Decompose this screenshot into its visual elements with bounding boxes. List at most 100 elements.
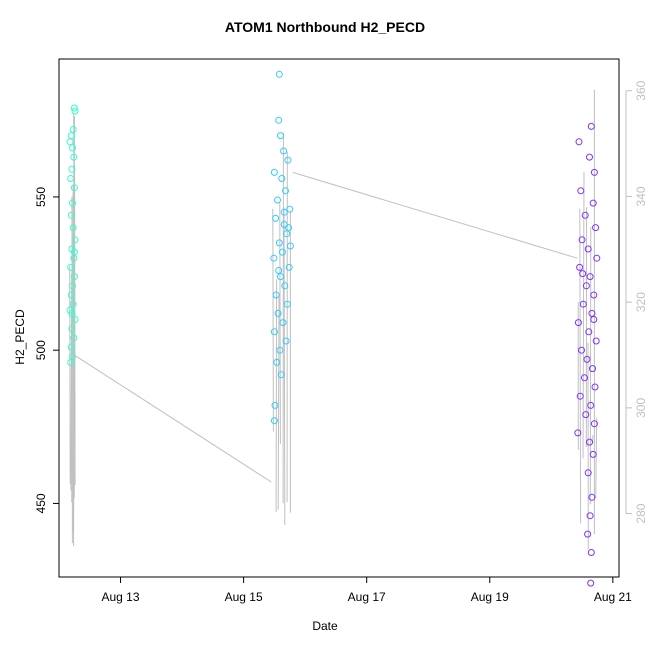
y-left-axis: 450 500 550	[34, 187, 59, 513]
x-tick-label-5: Aug 21	[594, 590, 632, 604]
trace-line-3-6	[589, 226, 592, 505]
data-point-2-1	[275, 70, 283, 78]
y-right-tick-label-5: 360	[634, 80, 648, 100]
data-point-2-21	[283, 300, 291, 308]
data-point-3-27	[587, 401, 595, 409]
data-point-1-3	[69, 126, 77, 133]
data-point-1-24	[68, 325, 76, 333]
plot-frame	[58, 58, 620, 578]
chart-title: ATOM1 Northbound H2_PECD	[224, 19, 426, 35]
data-point-2-33	[280, 208, 288, 216]
x-tick-label-4: Aug 19	[471, 590, 509, 604]
data-point-2-19	[281, 282, 289, 290]
data-point-2-14	[275, 239, 283, 247]
data-point-2-26	[276, 346, 284, 354]
data-point-1-21	[69, 300, 77, 308]
data-point-2-25	[282, 337, 290, 345]
data-point-1-17	[67, 263, 75, 271]
data-point-3-10	[584, 245, 592, 253]
data-point-2-34	[275, 267, 283, 274]
data-point-3-13	[586, 273, 594, 281]
data-point-1-28	[67, 358, 75, 366]
data-point-1-14	[71, 236, 79, 244]
points-layer	[66, 70, 601, 587]
x-tick-label-2: Aug 15	[225, 590, 263, 604]
data-point-3-20	[592, 337, 600, 345]
data-point-3-37	[587, 549, 595, 556]
y-right-tick-label-2: 300	[634, 398, 648, 418]
trace-line-2-1	[272, 208, 274, 432]
data-point-2-22	[274, 309, 282, 317]
x-axis-label: Date	[312, 619, 338, 633]
data-point-1-8	[68, 165, 76, 173]
data-point-3-38	[587, 579, 595, 587]
y-right-tick-label-4: 340	[634, 186, 648, 206]
data-point-2-5	[284, 156, 292, 164]
data-point-2-6	[270, 168, 278, 176]
x-axis: Aug 13 Aug 15 Aug 17 Aug 19 Aug 21	[102, 577, 632, 604]
data-point-2-23	[279, 319, 287, 327]
data-point-3-11	[593, 254, 601, 262]
data-point-1-12	[67, 211, 75, 219]
data-point-3-6	[589, 199, 597, 207]
trace-line-1-8	[74, 164, 76, 486]
data-point-2-18	[277, 273, 284, 281]
y-right-axis: 280 300 320 340 360	[625, 80, 648, 524]
data-point-1-26	[67, 343, 75, 351]
data-point-3-25	[591, 383, 599, 391]
data-point-2-30	[270, 417, 278, 425]
data-point-3-22	[583, 355, 591, 363]
data-point-3-30	[574, 429, 582, 437]
trace-line-1-1	[69, 266, 71, 484]
data-point-1-19	[69, 282, 76, 290]
data-point-3-28	[582, 411, 590, 419]
data-point-3-31	[586, 438, 593, 446]
data-point-1-25	[70, 334, 78, 342]
line-layer	[69, 89, 598, 550]
data-point-2-7	[278, 175, 286, 182]
y-left-tick-label-3: 550	[34, 187, 48, 207]
data-point-2-28	[277, 371, 285, 379]
data-point-3-34	[588, 493, 596, 501]
data-point-3-24	[581, 374, 588, 382]
data-point-3-2	[575, 138, 583, 146]
data-point-2-10	[286, 205, 294, 213]
x-tick-label-3: Aug 17	[348, 590, 386, 604]
data-point-3-26	[576, 392, 584, 400]
data-point-3-21	[578, 346, 585, 354]
data-point-2-32	[285, 224, 292, 232]
data-point-2-11	[272, 214, 280, 222]
data-point-3-35	[586, 512, 594, 520]
trace-line-2-6	[283, 207, 286, 526]
data-point-2-3	[277, 132, 284, 140]
trace-line-3-3	[582, 171, 585, 459]
data-point-3-14	[582, 282, 590, 290]
data-point-3-19	[585, 328, 593, 336]
data-point-3-4	[590, 168, 598, 176]
data-point-3-40	[590, 316, 598, 323]
data-point-1-7	[70, 153, 78, 161]
data-point-2-15	[278, 248, 286, 256]
data-point-3-36	[584, 530, 592, 538]
data-point-2-8	[282, 187, 289, 195]
data-point-1-9	[67, 175, 75, 182]
data-point-3-12	[576, 263, 584, 271]
data-point-2-31	[286, 242, 294, 250]
data-point-2-27	[273, 358, 281, 366]
data-point-3-15	[590, 291, 598, 299]
data-point-1-13	[69, 224, 77, 232]
trace-line-3-2	[579, 208, 582, 524]
trace-line-3-8	[595, 417, 598, 499]
data-point-1-23	[71, 316, 79, 323]
data-point-1-10	[70, 184, 78, 192]
data-point-3-7	[581, 211, 589, 219]
data-point-3-1	[587, 122, 595, 130]
data-point-2-24	[270, 328, 278, 336]
data-point-3-23	[589, 365, 596, 373]
data-point-1-27	[69, 352, 76, 360]
y-right-tick-label-1: 280	[634, 503, 648, 523]
data-point-1-29	[70, 248, 78, 256]
data-point-3-17	[588, 309, 596, 317]
data-point-2-29	[271, 401, 279, 409]
